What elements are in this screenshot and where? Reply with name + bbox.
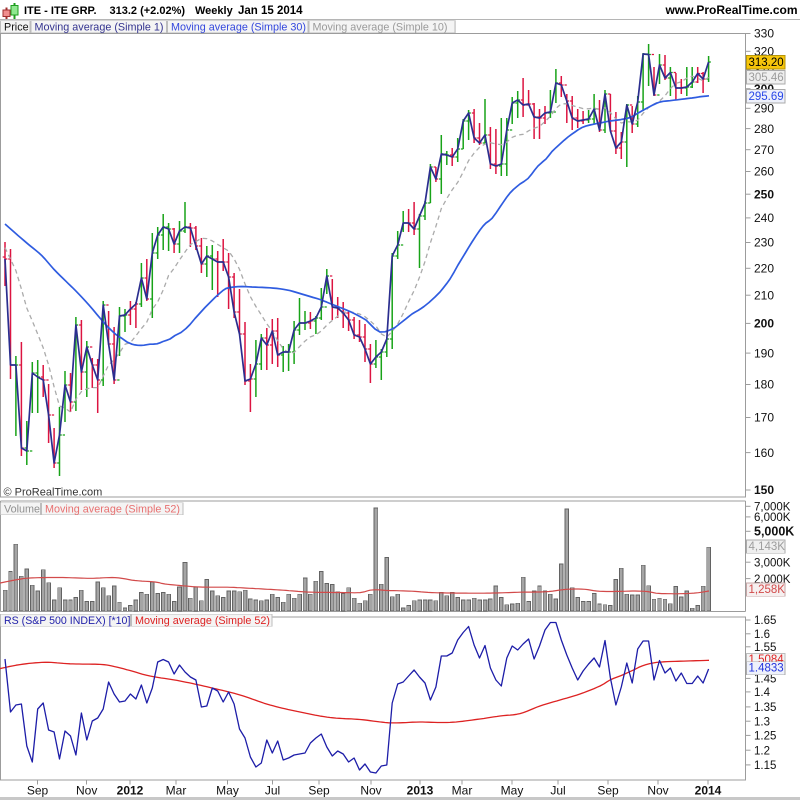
- svg-text:1.35: 1.35: [754, 702, 776, 714]
- svg-text:160: 160: [754, 446, 774, 460]
- svg-text:1.4: 1.4: [754, 687, 771, 699]
- svg-text:Moving average (Simple 10): Moving average (Simple 10): [313, 21, 448, 33]
- svg-text:190: 190: [754, 346, 774, 360]
- svg-text:290: 290: [754, 102, 774, 116]
- svg-text:1.15: 1.15: [754, 760, 776, 772]
- svg-text:270: 270: [754, 143, 774, 157]
- svg-text:Volume: Volume: [4, 503, 40, 515]
- svg-text:260: 260: [754, 165, 774, 179]
- svg-text:180: 180: [754, 378, 774, 392]
- svg-text:320: 320: [754, 45, 774, 59]
- svg-text:200: 200: [754, 317, 774, 331]
- svg-text:Weekly: Weekly: [195, 5, 234, 17]
- svg-text:1.6: 1.6: [754, 629, 770, 641]
- svg-text:2012: 2012: [117, 784, 144, 798]
- svg-text:250: 250: [754, 187, 774, 201]
- svg-text:Sep: Sep: [308, 784, 330, 798]
- svg-text:1.2: 1.2: [754, 745, 770, 757]
- svg-text:1,258K: 1,258K: [749, 584, 786, 596]
- svg-text:Moving average (Simple 52): Moving average (Simple 52): [45, 503, 180, 515]
- svg-text:Moving average (Simple 1): Moving average (Simple 1): [35, 21, 164, 33]
- svg-text:Jan 15 2014: Jan 15 2014: [238, 5, 303, 17]
- svg-text:230: 230: [754, 236, 774, 250]
- svg-text:6,000K: 6,000K: [754, 512, 791, 524]
- svg-text:Price: Price: [4, 21, 29, 33]
- svg-text:May: May: [501, 784, 524, 798]
- svg-text:Moving average (Simple 52): Moving average (Simple 52): [135, 615, 270, 627]
- svg-text:Moving average (Simple 30): Moving average (Simple 30): [171, 21, 306, 33]
- svg-text:Jul: Jul: [550, 784, 565, 798]
- svg-text:Mar: Mar: [166, 784, 187, 798]
- svg-text:Nov: Nov: [647, 784, 668, 798]
- svg-text:2014: 2014: [695, 784, 722, 798]
- svg-text:1.25: 1.25: [754, 731, 776, 743]
- svg-text:5,000K: 5,000K: [754, 525, 794, 539]
- svg-text:3,000K: 3,000K: [754, 557, 791, 569]
- svg-text:Mar: Mar: [452, 784, 473, 798]
- svg-text:Nov: Nov: [76, 784, 97, 798]
- svg-text:2013: 2013: [407, 784, 434, 798]
- svg-text:240: 240: [754, 211, 774, 225]
- svg-text:210: 210: [754, 288, 774, 302]
- svg-text:May: May: [216, 784, 239, 798]
- svg-text:330: 330: [754, 27, 774, 41]
- svg-text:Nov: Nov: [360, 784, 381, 798]
- svg-text:305.46: 305.46: [749, 72, 784, 84]
- svg-text:295.69: 295.69: [749, 91, 784, 103]
- svg-text:1.65: 1.65: [754, 615, 776, 627]
- svg-text:170: 170: [754, 411, 774, 425]
- svg-text:ITE - ITE GRP.: ITE - ITE GRP.: [24, 5, 97, 17]
- svg-text:Jul: Jul: [265, 784, 280, 798]
- svg-text:Sep: Sep: [597, 784, 619, 798]
- svg-text:1.3: 1.3: [754, 716, 770, 728]
- svg-text:313.20: 313.20: [749, 57, 784, 69]
- svg-text:280: 280: [754, 122, 774, 136]
- svg-text:RS (S&P 500 INDEX) [*10]: RS (S&P 500 INDEX) [*10]: [4, 615, 130, 627]
- svg-text:© ProRealTime.com: © ProRealTime.com: [4, 487, 103, 499]
- svg-text:220: 220: [754, 262, 774, 276]
- svg-text:150: 150: [754, 483, 774, 497]
- svg-text:4,143K: 4,143K: [749, 541, 786, 553]
- svg-text:1.55: 1.55: [754, 642, 776, 654]
- svg-text:1.45: 1.45: [754, 674, 776, 686]
- svg-text:313.2 (+2.02%): 313.2 (+2.02%): [110, 5, 186, 17]
- svg-text:Sep: Sep: [27, 784, 49, 798]
- svg-text:1.4833: 1.4833: [749, 663, 784, 675]
- svg-text:7,000K: 7,000K: [754, 502, 791, 514]
- svg-text:www.ProRealTime.com: www.ProRealTime.com: [664, 3, 797, 17]
